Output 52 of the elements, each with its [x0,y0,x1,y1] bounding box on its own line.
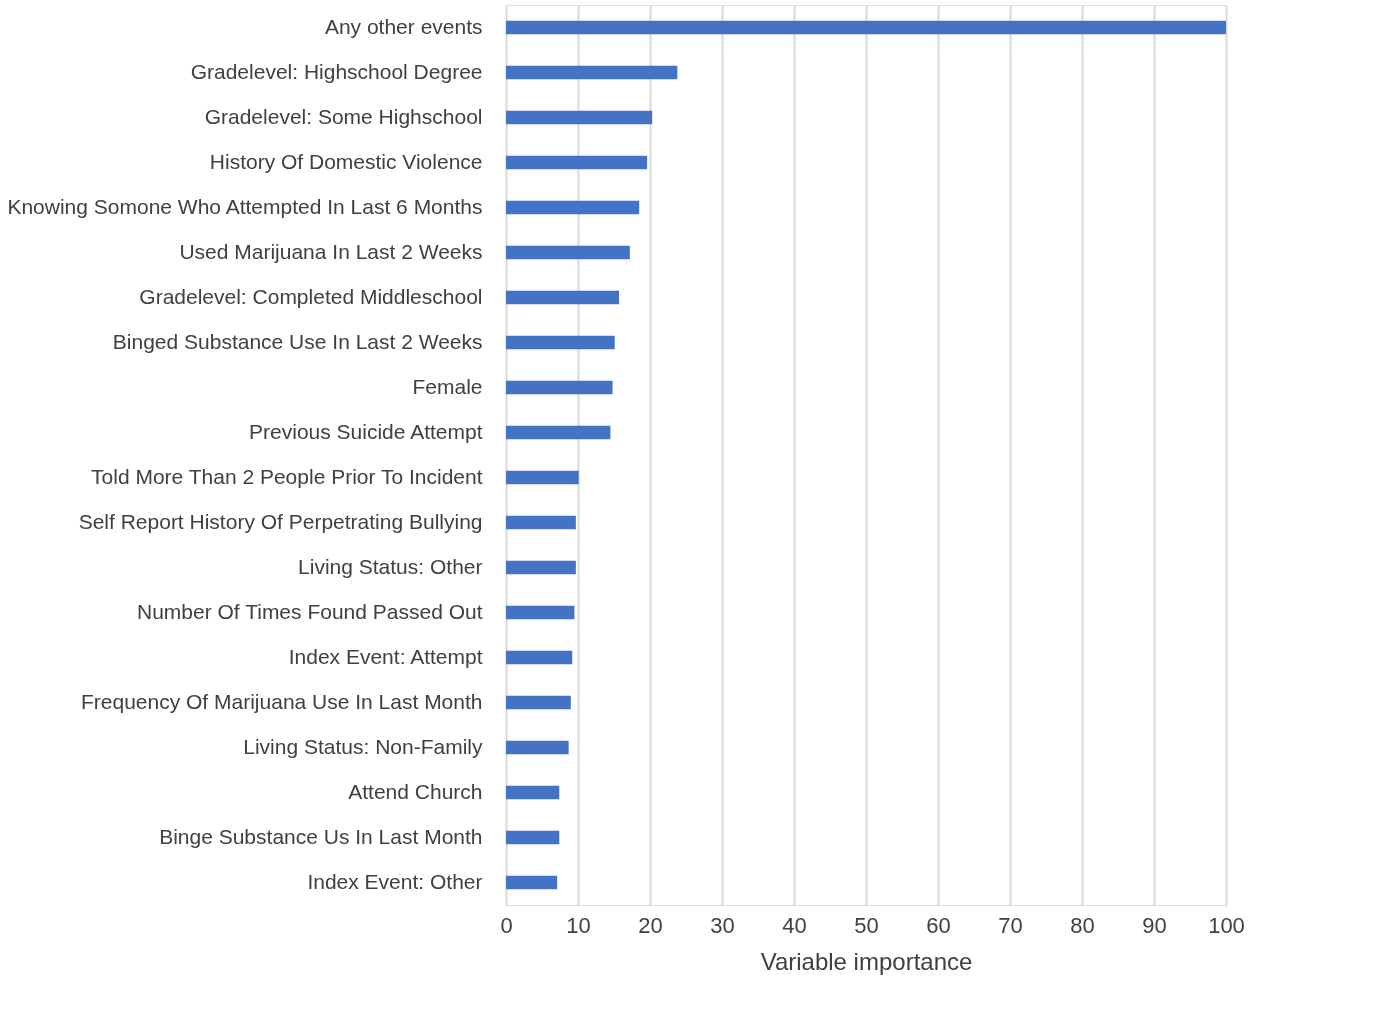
x-tick-label: 50 [854,912,879,938]
bar [506,560,576,575]
bar [506,155,648,170]
x-tick-label: 70 [998,912,1023,938]
x-tick-label: 20 [638,912,663,938]
y-tick-label: Binge Substance Us In Last Month [159,824,483,848]
y-tick-label: Told More Than 2 People Prior To Incident [91,464,483,488]
y-tick-label: Living Status: Other [298,554,483,578]
bar [506,695,571,710]
y-tick-label: Frequency Of Marijuana Use In Last Month [80,689,483,713]
x-tick-label: 90 [1142,912,1167,938]
y-tick-label: Any other events [324,14,483,38]
x-tick-label: 100 [1208,912,1245,938]
y-tick-label: Gradelevel: Highschool Degree [190,59,483,83]
bar [506,515,576,530]
y-tick-label: Number Of Times Found Passed Out [137,599,483,623]
y-tick-label: Index Event: Other [307,869,483,893]
y-tick-label: Binged Substance Use In Last 2 Weeks [112,329,483,353]
x-tick-label: 80 [1070,912,1095,938]
x-tick-label: 30 [710,912,735,938]
bar [506,875,558,890]
y-tick-label: Attend Church [348,779,483,803]
y-tick-label: Previous Suicide Attempt [249,419,483,443]
y-tick-label: Female [412,374,483,398]
x-tick-label: 0 [500,912,513,938]
y-tick-label: Self Report History Of Perpetrating Bullying [78,509,483,533]
bar [506,785,560,800]
y-tick-label: Used Marijuana In Last 2 Weeks [179,239,483,263]
bar [506,740,569,755]
y-tick-label: Gradelevel: Some Highschool [204,104,483,128]
bar [506,425,611,440]
bar [506,290,620,305]
y-tick-label: Living Status: Non-Family [243,734,483,758]
bar [506,200,640,215]
y-tick-label: Gradelevel: Completed Middleschool [139,284,483,308]
x-tick-label: 40 [782,912,807,938]
bar [506,830,560,845]
bar [506,605,575,620]
x-axis-title: Variable importance [760,947,973,975]
bar [506,335,615,350]
bar [506,650,573,665]
y-tick-label: Index Event: Attempt [288,644,483,668]
bar [506,65,678,80]
bar [506,380,613,395]
bar [506,20,1226,35]
x-tick-label: 60 [926,912,951,938]
bar [506,110,653,125]
bar [506,470,579,485]
y-tick-label: Knowing Somone Who Attempted In Last 6 Months [7,194,483,218]
y-tick-label: History Of Domestic Violence [209,149,483,173]
x-tick-label: 10 [566,912,591,938]
bar [506,245,630,260]
